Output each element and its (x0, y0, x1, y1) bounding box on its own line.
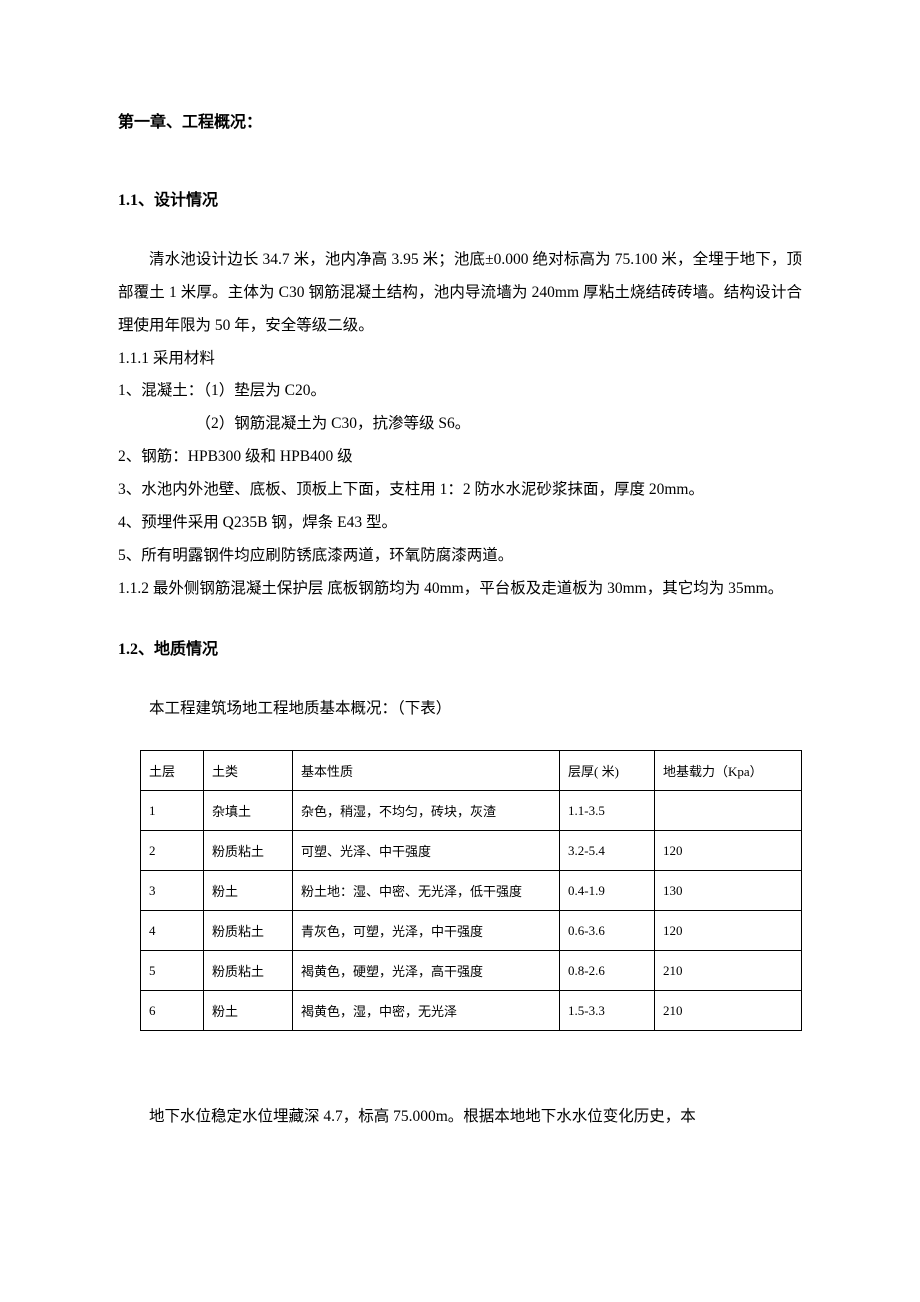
material-item-2: 2、钢筋：HPB300 级和 HPB400 级 (118, 441, 802, 474)
table-cell: 杂色，稍湿，不均匀，砖块，灰渣 (293, 791, 560, 831)
table-row: 3粉土粉土地：湿、中密、无光泽，低干强度0.4-1.9130 (141, 871, 802, 911)
table-cell: 5 (141, 951, 204, 991)
table-cell: 1 (141, 791, 204, 831)
table-cell: 1.5-3.3 (560, 991, 655, 1031)
table-cell: 青灰色，可塑，光泽，中干强度 (293, 911, 560, 951)
section-1-1-title: 1.1、设计情况 (118, 186, 802, 210)
table-cell: 6 (141, 991, 204, 1031)
table-cell: 120 (655, 911, 802, 951)
material-item-1b: （2）钢筋混凝土为 C30，抗渗等级 S6。 (118, 408, 802, 441)
table-cell: 3.2-5.4 (560, 831, 655, 871)
table-cell: 0.8-2.6 (560, 951, 655, 991)
geology-table-head: 土层 土类 基本性质 层厚( 米) 地基载力（Kpa） (141, 751, 802, 791)
document-page: 第一章、工程概况： 1.1、设计情况 清水池设计边长 34.7 米，池内净高 3… (0, 0, 920, 1302)
col-header-bearing: 地基载力（Kpa） (655, 751, 802, 791)
table-cell: 0.4-1.9 (560, 871, 655, 911)
table-cell: 褐黄色，硬塑，光泽，高干强度 (293, 951, 560, 991)
table-row: 6粉土褐黄色，湿，中密，无光泽1.5-3.3210 (141, 991, 802, 1031)
col-header-layer: 土层 (141, 751, 204, 791)
geology-table-body: 1杂填土杂色，稍湿，不均匀，砖块，灰渣1.1-3.52粉质粘土可塑、光泽、中干强… (141, 791, 802, 1031)
material-item-4: 4、预埋件采用 Q235B 钢，焊条 E43 型。 (118, 507, 802, 540)
table-cell: 0.6-3.6 (560, 911, 655, 951)
table-cell: 210 (655, 951, 802, 991)
table-cell: 粉质粘土 (204, 831, 293, 871)
material-item-1: 1、混凝土：（1）垫层为 C20。 (118, 375, 802, 408)
table-cell: 130 (655, 871, 802, 911)
section-1-2-title: 1.2、地质情况 (118, 635, 802, 659)
col-header-thickness: 层厚( 米) (560, 751, 655, 791)
table-cell: 2 (141, 831, 204, 871)
table-row: 1杂填土杂色，稍湿，不均匀，砖块，灰渣1.1-3.5 (141, 791, 802, 831)
table-cell: 1.1-3.5 (560, 791, 655, 831)
table-cell: 粉土 (204, 991, 293, 1031)
table-row: 5粉质粘土褐黄色，硬塑，光泽，高干强度0.8-2.6210 (141, 951, 802, 991)
col-header-type: 土类 (204, 751, 293, 791)
table-cell: 粉质粘土 (204, 951, 293, 991)
table-header-row: 土层 土类 基本性质 层厚( 米) 地基载力（Kpa） (141, 751, 802, 791)
table-row: 2粉质粘土可塑、光泽、中干强度3.2-5.4120 (141, 831, 802, 871)
geology-intro-paragraph: 本工程建筑场地工程地质基本概况：（下表） (118, 693, 802, 726)
col-header-property: 基本性质 (293, 751, 560, 791)
materials-heading: 1.1.1 采用材料 (118, 343, 802, 376)
geology-table: 土层 土类 基本性质 层厚( 米) 地基载力（Kpa） 1杂填土杂色，稍湿，不均… (140, 750, 802, 1031)
material-item-5: 5、所有明露钢件均应刷防锈底漆两道，环氧防腐漆两道。 (118, 540, 802, 573)
table-cell: 粉土地：湿、中密、无光泽，低干强度 (293, 871, 560, 911)
chapter-title: 第一章、工程概况： (118, 108, 802, 132)
table-cell: 粉土 (204, 871, 293, 911)
table-cell: 3 (141, 871, 204, 911)
table-cell: 210 (655, 991, 802, 1031)
spacer (118, 605, 802, 635)
table-row: 4粉质粘土青灰色，可塑，光泽，中干强度0.6-3.6120 (141, 911, 802, 951)
cover-layer-paragraph: 1.1.2 最外侧钢筋混凝土保护层 底板钢筋均为 40mm，平台板及走道板为 3… (118, 573, 802, 606)
geology-after-paragraph: 地下水位稳定水位埋藏深 4.7，标高 75.000m。根据本地地下水水位变化历史… (118, 1101, 802, 1134)
geology-table-wrap: 土层 土类 基本性质 层厚( 米) 地基载力（Kpa） 1杂填土杂色，稍湿，不均… (140, 750, 802, 1031)
table-cell: 可塑、光泽、中干强度 (293, 831, 560, 871)
table-cell: 杂填土 (204, 791, 293, 831)
section-1-1-intro-paragraph: 清水池设计边长 34.7 米，池内净高 3.95 米；池底±0.000 绝对标高… (118, 244, 802, 343)
table-cell: 120 (655, 831, 802, 871)
table-cell: 粉质粘土 (204, 911, 293, 951)
table-cell: 褐黄色，湿，中密，无光泽 (293, 991, 560, 1031)
table-cell (655, 791, 802, 831)
material-item-3: 3、水池内外池壁、底板、顶板上下面，支柱用 1：2 防水水泥砂浆抹面，厚度 20… (118, 474, 802, 507)
table-cell: 4 (141, 911, 204, 951)
spacer (118, 726, 802, 744)
